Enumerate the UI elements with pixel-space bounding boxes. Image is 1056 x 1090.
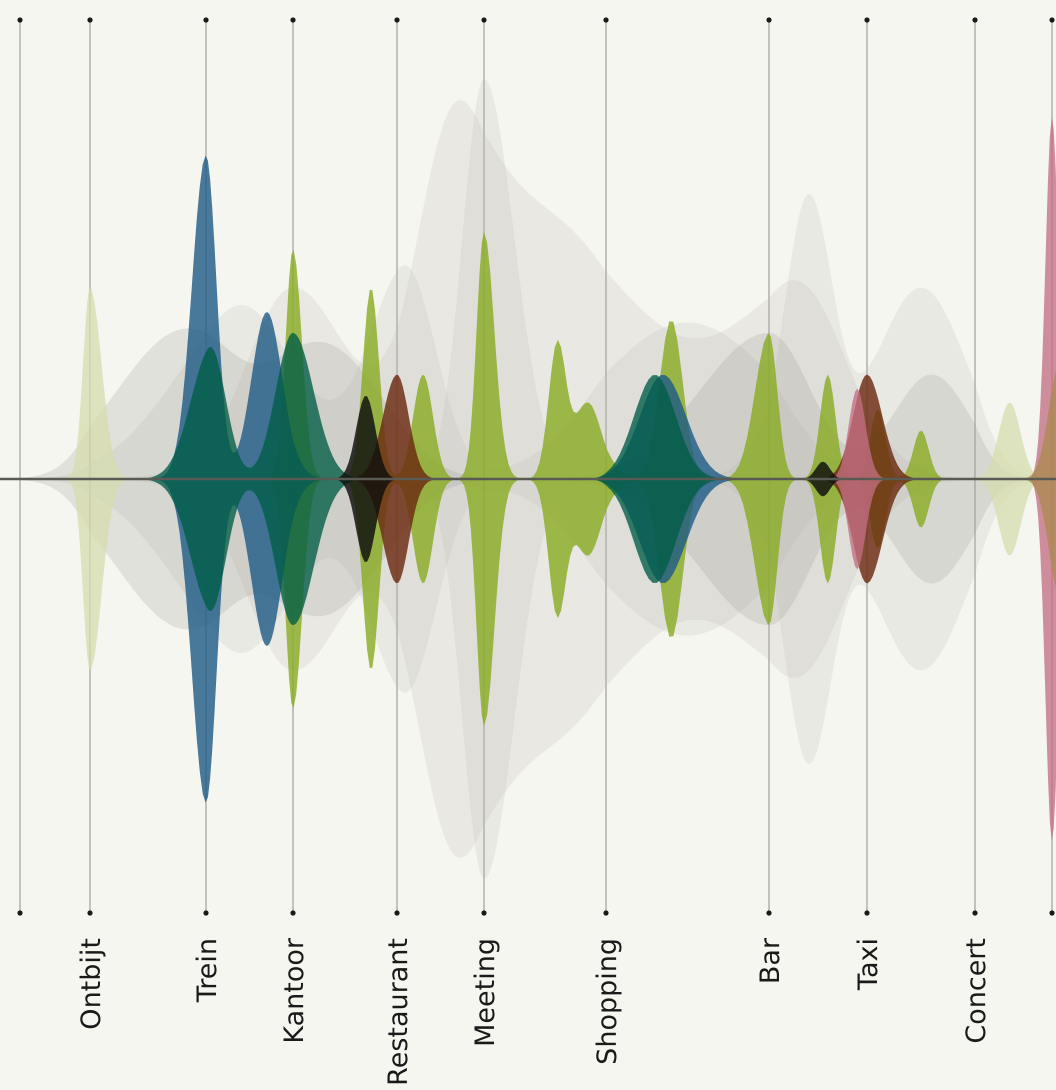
category-label: Shopping (592, 938, 623, 1065)
gridline-dot (1049, 17, 1055, 23)
gridline-dot (394, 17, 400, 23)
series-area (0, 155, 1056, 803)
category-label: Ontbijt (76, 938, 107, 1030)
gridline-dot (87, 17, 93, 23)
gridline-dot (972, 910, 978, 916)
gridline-dot (17, 910, 23, 916)
gridline-dot (864, 17, 870, 23)
gridline-dot (394, 910, 400, 916)
gridline-dot (290, 910, 296, 916)
gridline-dot (1049, 910, 1055, 916)
category-label: Meeting (470, 938, 501, 1047)
gridline-dot (603, 910, 609, 916)
gridline-dot (481, 17, 487, 23)
gridline-dot (972, 17, 978, 23)
gridline-dot (766, 17, 772, 23)
category-label: Restaurant (383, 938, 414, 1086)
category-label: Bar (755, 937, 786, 984)
gridline-dot (290, 17, 296, 23)
category-labels: Ontbijt Trein Kantoor Restaurant Meeting Shop… (76, 937, 992, 1086)
category-label: Trein (192, 938, 223, 1003)
gridline-dot (864, 910, 870, 916)
gridline-dot (17, 17, 23, 23)
category-label: Concert (961, 938, 992, 1044)
gridline-dot (766, 910, 772, 916)
category-label: Taxi (853, 938, 884, 991)
gridline-dot (481, 910, 487, 916)
gridline-dot (203, 910, 209, 916)
gridline-dot (203, 17, 209, 23)
category-label: Kantoor (279, 937, 310, 1044)
gridline-dot (603, 17, 609, 23)
gridline-dot (87, 910, 93, 916)
